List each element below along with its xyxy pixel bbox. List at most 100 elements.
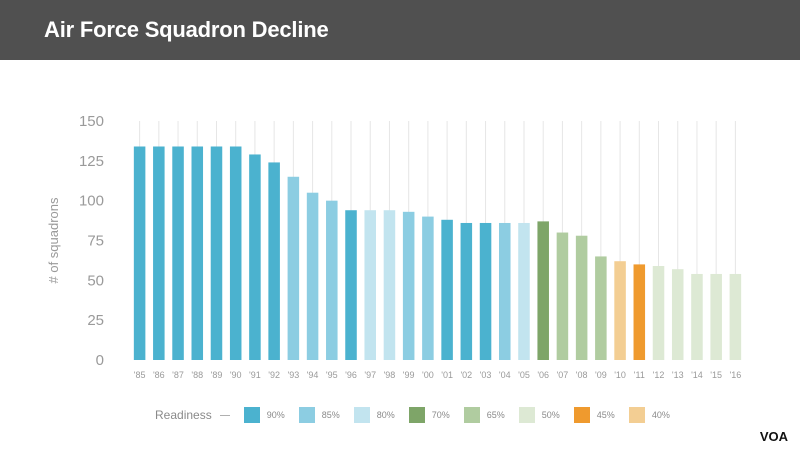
- legend-label-65: 65%: [486, 410, 505, 420]
- legend-label-70: 70%: [431, 410, 450, 420]
- bar-27: [652, 265, 665, 360]
- bar-0: [133, 146, 146, 360]
- legend-item-40: 40%: [628, 407, 670, 423]
- bar-3: [191, 146, 204, 360]
- bar-31: [729, 273, 742, 360]
- x-tick-label: '92: [268, 370, 280, 380]
- x-tick-label: '05: [518, 370, 530, 380]
- legend-swatch-70: [408, 407, 425, 423]
- bar-11: [345, 210, 357, 360]
- bar-4: [210, 146, 223, 360]
- x-tick-label: '87: [172, 370, 184, 380]
- legend-item-65: 65%: [463, 407, 505, 423]
- legend-label-80: 80%: [376, 410, 395, 420]
- chart-title: Air Force Squadron Decline: [44, 17, 329, 42]
- legend-item-50: 50%: [518, 407, 560, 423]
- x-tick-label: '09: [595, 370, 607, 380]
- x-tick-label: '13: [672, 370, 684, 380]
- x-tick-label: '08: [576, 370, 588, 380]
- bar-25: [614, 261, 626, 360]
- bar-10: [326, 200, 338, 360]
- legend-dash: [219, 414, 230, 416]
- y-tick-label: 75: [87, 233, 104, 250]
- legend-label-40: 40%: [651, 410, 670, 420]
- bar-chart: # of squadrons 0 25 50 75 100 125 150 '85 '86 '87 '…: [46, 113, 742, 380]
- legend-item-90: 90%: [243, 407, 285, 423]
- bar-15: [422, 216, 434, 360]
- legend-label-90: 90%: [266, 410, 285, 420]
- x-tick-label: '11: [634, 370, 645, 380]
- x-tick-label: '95: [326, 370, 338, 380]
- x-tick-label: '90: [230, 370, 242, 380]
- legend-label-50: 50%: [541, 410, 560, 420]
- x-tick-label: '07: [557, 370, 569, 380]
- x-tick-label: '88: [191, 370, 203, 380]
- x-tick-label: '01: [441, 370, 453, 380]
- bar-12: [364, 210, 376, 360]
- x-tick-label: '12: [653, 370, 665, 380]
- x-tick-label: '98: [384, 370, 396, 380]
- x-tick-label: '97: [364, 370, 376, 380]
- bar-2: [172, 146, 184, 360]
- y-tick-label: 50: [87, 272, 104, 289]
- legend-label-45: 45%: [596, 410, 615, 420]
- x-tick-label: '15: [710, 370, 722, 380]
- bar-16: [441, 219, 453, 360]
- x-tick-label: '96: [345, 370, 357, 380]
- bar-28: [671, 269, 684, 360]
- y-tick-label: 125: [79, 153, 104, 170]
- bar-6: [249, 154, 261, 360]
- voa-logo: VOA: [755, 427, 792, 446]
- x-tick-label: '16: [730, 370, 742, 380]
- legend: Readiness 90% 85% 80% 70% 65% 50% 45% 40…: [155, 405, 684, 425]
- header-bar: Air Force Squadron Decline: [0, 0, 800, 60]
- bar-26: [633, 264, 646, 360]
- legend-swatch-45: [573, 407, 590, 423]
- bar-29: [691, 273, 703, 360]
- legend-item-45: 45%: [573, 407, 615, 423]
- legend-label-85: 85%: [321, 410, 340, 420]
- x-tick-label: '04: [499, 370, 511, 380]
- bar-19: [499, 222, 511, 360]
- bar-30: [710, 273, 722, 360]
- x-tick-label: '85: [134, 370, 146, 380]
- x-tick-label: '00: [422, 370, 434, 380]
- legend-swatch-40: [628, 407, 645, 423]
- x-tick-label: '14: [691, 370, 703, 380]
- bar-22: [556, 232, 569, 360]
- legend-swatch-85: [298, 407, 315, 423]
- x-tick-label: '99: [403, 370, 415, 380]
- bar-24: [595, 256, 607, 360]
- x-tick-label: '03: [480, 370, 492, 380]
- x-tick-label: '10: [614, 370, 626, 380]
- bar-21: [537, 221, 549, 360]
- legend-swatch-80: [353, 407, 370, 423]
- x-tick-label: '93: [287, 370, 299, 380]
- x-tick-label: '94: [307, 370, 319, 380]
- bar-7: [268, 162, 280, 360]
- legend-item-85: 85%: [298, 407, 340, 423]
- x-tick-label: '02: [460, 370, 472, 380]
- y-tick-label: 25: [87, 312, 104, 329]
- y-tick-label: 100: [79, 193, 104, 210]
- x-tick-label: '91: [249, 370, 261, 380]
- bar-17: [460, 222, 473, 360]
- x-tick-label: '86: [153, 370, 165, 380]
- bar-14: [402, 211, 415, 360]
- legend-item-80: 80%: [353, 407, 395, 423]
- bar-23: [575, 235, 588, 360]
- y-tick-label: 0: [96, 352, 104, 369]
- legend-swatch-90: [243, 407, 260, 423]
- bar-1: [153, 146, 165, 360]
- y-tick-label: 150: [79, 113, 104, 130]
- bar-13: [383, 210, 396, 360]
- bar-20: [518, 222, 530, 360]
- bar-8: [287, 176, 300, 360]
- y-axis-label: # of squadrons: [46, 197, 61, 284]
- x-tick-label: '89: [211, 370, 223, 380]
- x-tick-label: '06: [537, 370, 549, 380]
- bar-18: [479, 222, 492, 360]
- bar-5: [229, 146, 242, 360]
- bar-9: [306, 192, 319, 360]
- legend-swatch-50: [518, 407, 535, 423]
